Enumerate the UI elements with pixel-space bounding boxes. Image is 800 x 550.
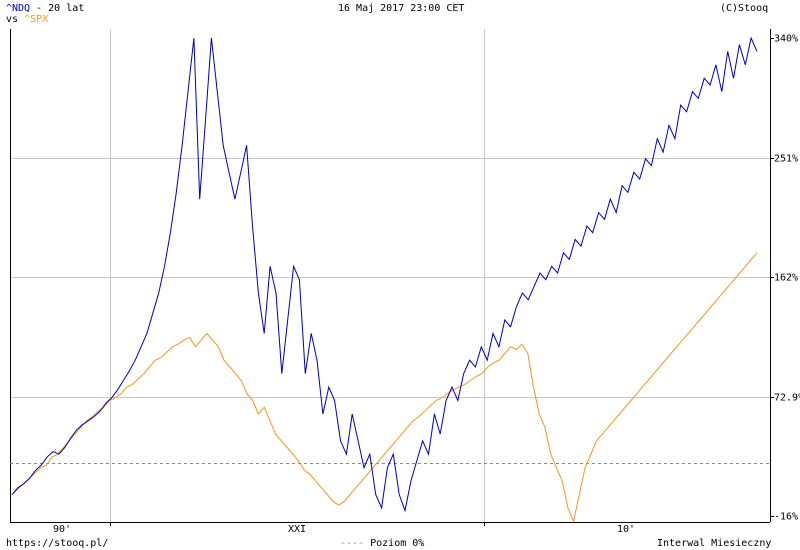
x-tick-label: 90' — [53, 524, 71, 535]
y-tick-label: 340% — [774, 34, 798, 45]
x-axis-ticks: 90' XXI 10' — [53, 522, 635, 535]
y-tick-label: 72.9% — [774, 393, 800, 404]
y-axis-ticks: 340% 251% 162% 72.9% -16% — [770, 34, 800, 523]
interval-label: Interwal Miesieczny — [657, 538, 772, 549]
copyright: (C)Stooq — [720, 3, 769, 14]
baseline-legend-dash: ---- — [340, 538, 365, 549]
range-text: - 20 lat — [30, 3, 85, 14]
series-ndq-line — [11, 36, 758, 513]
baseline-legend-label: Poziom 0% — [370, 538, 425, 549]
chart-date: 16 Maj 2017 23:00 CET — [338, 3, 465, 14]
vs-label: vs — [6, 14, 25, 25]
baseline-legend: ---- Poziom 0% — [340, 538, 424, 549]
y-tick-label: 251% — [774, 154, 798, 165]
grid — [10, 29, 770, 522]
source-url[interactable]: https://stooq.pl/ — [6, 538, 109, 549]
y-tick-label: 162% — [774, 273, 798, 284]
legend-spx-row: vs ^SPX — [6, 14, 48, 25]
x-tick-label: XXI — [288, 524, 306, 535]
series-spx-line — [11, 252, 758, 524]
x-tick-label: 10' — [617, 524, 635, 535]
y-tick-label: -16% — [774, 512, 798, 523]
series — [11, 36, 758, 524]
spx-symbol-link[interactable]: ^SPX — [24, 14, 49, 25]
ndq-symbol-link[interactable]: ^NDQ — [6, 3, 31, 14]
legend-ndq-row: ^NDQ - 20 lat — [6, 3, 84, 14]
